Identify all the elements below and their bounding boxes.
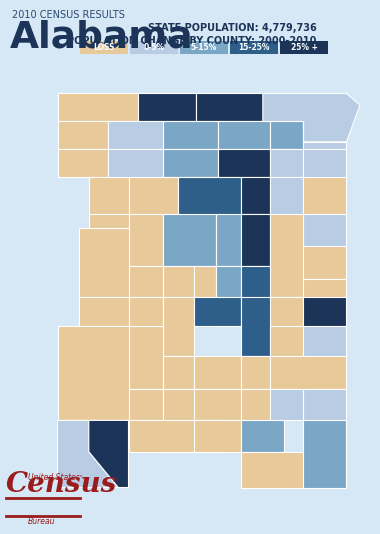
- Polygon shape: [218, 149, 271, 177]
- Polygon shape: [79, 326, 128, 356]
- Text: 25% +: 25% +: [291, 43, 317, 52]
- FancyBboxPatch shape: [80, 41, 128, 54]
- Polygon shape: [271, 389, 302, 420]
- Polygon shape: [302, 389, 347, 420]
- Polygon shape: [128, 420, 218, 452]
- Polygon shape: [195, 389, 241, 420]
- Polygon shape: [57, 420, 118, 488]
- Polygon shape: [302, 214, 347, 246]
- FancyBboxPatch shape: [230, 41, 278, 54]
- Polygon shape: [241, 420, 284, 452]
- Polygon shape: [89, 177, 128, 214]
- Polygon shape: [57, 93, 138, 121]
- Polygon shape: [271, 177, 302, 246]
- Polygon shape: [163, 266, 195, 297]
- Polygon shape: [218, 121, 271, 149]
- Polygon shape: [302, 326, 347, 374]
- Polygon shape: [271, 297, 302, 326]
- Polygon shape: [195, 356, 241, 389]
- Polygon shape: [215, 214, 241, 266]
- Polygon shape: [241, 452, 302, 488]
- Polygon shape: [108, 121, 163, 149]
- Polygon shape: [302, 177, 347, 214]
- Polygon shape: [128, 389, 163, 420]
- Polygon shape: [128, 326, 163, 389]
- Polygon shape: [271, 149, 302, 177]
- Text: POPULATION CHANGE BY COUNTY: 2000-2010: POPULATION CHANGE BY COUNTY: 2000-2010: [67, 36, 317, 46]
- FancyBboxPatch shape: [280, 41, 328, 54]
- Polygon shape: [163, 149, 218, 177]
- Polygon shape: [79, 297, 128, 326]
- Text: 0-5%: 0-5%: [143, 43, 165, 52]
- Polygon shape: [57, 149, 108, 177]
- Polygon shape: [163, 297, 195, 356]
- Polygon shape: [302, 279, 347, 326]
- Polygon shape: [128, 297, 163, 356]
- Polygon shape: [241, 389, 271, 420]
- Polygon shape: [271, 214, 302, 297]
- Polygon shape: [57, 326, 128, 420]
- Text: 15-25%: 15-25%: [238, 43, 270, 52]
- Polygon shape: [302, 149, 347, 214]
- Polygon shape: [271, 121, 302, 149]
- Polygon shape: [196, 93, 263, 121]
- Polygon shape: [241, 266, 271, 326]
- Polygon shape: [108, 149, 163, 177]
- Polygon shape: [79, 228, 128, 297]
- Polygon shape: [128, 177, 178, 214]
- Polygon shape: [302, 121, 347, 149]
- Text: 5-15%: 5-15%: [191, 43, 217, 52]
- Text: Census: Census: [6, 471, 117, 498]
- Polygon shape: [195, 420, 241, 452]
- Text: Bureau: Bureau: [28, 517, 55, 526]
- Polygon shape: [163, 389, 218, 452]
- Text: United Statesᶜ: United Statesᶜ: [28, 473, 83, 482]
- Text: LOSS: LOSS: [93, 43, 115, 52]
- Polygon shape: [89, 214, 128, 266]
- Polygon shape: [163, 121, 218, 149]
- Text: 2010 CENSUS RESULTS: 2010 CENSUS RESULTS: [12, 10, 125, 20]
- Polygon shape: [195, 297, 241, 326]
- Polygon shape: [57, 121, 108, 149]
- Polygon shape: [89, 420, 128, 488]
- Polygon shape: [215, 266, 241, 326]
- Polygon shape: [241, 177, 271, 214]
- Polygon shape: [302, 420, 347, 488]
- Polygon shape: [241, 356, 271, 389]
- Polygon shape: [128, 266, 163, 297]
- Polygon shape: [163, 356, 195, 389]
- Polygon shape: [271, 356, 347, 389]
- Polygon shape: [271, 326, 302, 374]
- Polygon shape: [138, 93, 196, 121]
- Polygon shape: [241, 297, 271, 356]
- Polygon shape: [178, 177, 241, 228]
- Polygon shape: [302, 246, 347, 279]
- Text: STATE POPULATION: 4,779,736: STATE POPULATION: 4,779,736: [148, 23, 317, 33]
- Polygon shape: [163, 214, 215, 266]
- Polygon shape: [302, 297, 347, 356]
- Polygon shape: [263, 93, 360, 142]
- FancyBboxPatch shape: [130, 41, 178, 54]
- Polygon shape: [195, 266, 215, 297]
- Polygon shape: [128, 214, 163, 266]
- Polygon shape: [271, 297, 302, 356]
- Polygon shape: [241, 214, 271, 266]
- FancyBboxPatch shape: [180, 41, 228, 54]
- Text: Alabama: Alabama: [10, 19, 194, 55]
